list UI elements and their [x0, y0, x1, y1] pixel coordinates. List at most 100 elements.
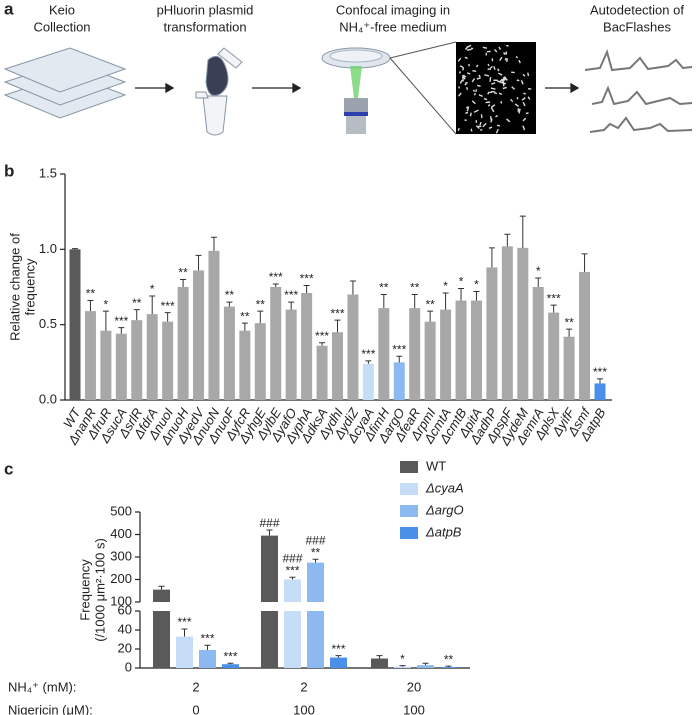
bar [131, 320, 143, 400]
significance: ** [256, 297, 266, 311]
legend-label: WT [426, 458, 446, 473]
bar [594, 383, 606, 400]
significance: * [104, 297, 109, 311]
error-bar [118, 327, 125, 334]
significance: *** [269, 270, 283, 284]
error-bar [227, 662, 234, 665]
significance: ** [311, 545, 321, 559]
error-bar [241, 322, 248, 331]
error-bar [204, 644, 211, 650]
panel-letter: c [4, 459, 13, 478]
y-tick-label: 60 [118, 602, 132, 617]
error-bar [442, 292, 449, 310]
y-tick-label: 0 [125, 659, 132, 674]
bar [223, 306, 235, 400]
legend-swatch [400, 505, 418, 517]
bar [261, 535, 278, 602]
error-bar [581, 253, 588, 272]
step-label: transformation [163, 19, 246, 34]
bar [261, 611, 278, 668]
error-bar [180, 278, 187, 287]
bar [394, 666, 411, 668]
significance: * [536, 264, 541, 278]
condition-value: 100 [293, 702, 315, 715]
panel-letter: a [4, 0, 14, 18]
significance: *** [223, 649, 237, 663]
significance: *** [285, 563, 299, 577]
bar [284, 579, 301, 602]
bar [532, 287, 544, 400]
tube-icon [195, 47, 243, 136]
y-tick-label: 1.0 [39, 241, 57, 256]
bar [455, 300, 467, 400]
significance: *** [547, 291, 561, 305]
bar [208, 250, 220, 400]
y-tick-label: 500 [110, 503, 132, 518]
error-bar [319, 342, 326, 346]
step-label: BacFlashes [603, 19, 671, 34]
error-bar [210, 236, 217, 251]
step-label: Keio [49, 2, 75, 17]
bar [84, 311, 96, 400]
bar [330, 657, 347, 668]
bar [517, 247, 529, 400]
y-axis-label: frequency [22, 258, 37, 316]
error-bar [411, 294, 418, 309]
error-bar [102, 310, 109, 331]
error-bar [272, 283, 279, 287]
bar [285, 309, 297, 400]
y-tick-label: 200 [110, 571, 132, 586]
bar [222, 664, 239, 668]
arrows [135, 82, 580, 94]
bar [307, 562, 324, 602]
bar [563, 336, 575, 400]
y-tick-label: 0.5 [39, 316, 57, 331]
condition-value: 20 [407, 679, 421, 694]
legend-label: ΔcyaA [425, 480, 464, 495]
bar [239, 330, 251, 400]
bar [176, 636, 193, 668]
error-bar [149, 295, 156, 315]
panel-letter: b [4, 161, 14, 180]
significance: *** [114, 314, 128, 328]
error-bar [519, 215, 526, 248]
bar [393, 362, 405, 400]
legend-label: ΔatpB [425, 524, 462, 539]
bar [378, 308, 390, 400]
error-bar [597, 378, 603, 384]
significance: ** [564, 315, 574, 329]
condition-value: 0 [192, 702, 199, 715]
hash-significance: ### [305, 533, 325, 547]
bar [177, 287, 189, 400]
bar [347, 294, 359, 400]
y-tick-label: 300 [110, 548, 132, 563]
significance: *** [593, 365, 607, 379]
significance: *** [331, 642, 345, 656]
significance: *** [200, 631, 214, 645]
significance: *** [330, 306, 344, 320]
y-tick-label: 40 [118, 621, 132, 636]
y-tick-label: 0.0 [39, 391, 57, 406]
legend-swatch [400, 461, 418, 473]
step-label: pHluorin plasmid [157, 2, 254, 17]
plates-icon [3, 47, 127, 119]
condition-value: 100 [403, 702, 425, 715]
step-label: Autodetection of [590, 2, 684, 17]
legend-label: ΔargO [425, 502, 464, 517]
significance: ** [178, 266, 188, 280]
bar [146, 314, 158, 400]
bar [153, 589, 170, 602]
error-bar [380, 294, 387, 309]
condition-value: 2 [300, 679, 307, 694]
error-bar [87, 300, 94, 312]
bar [440, 309, 452, 400]
significance: ** [425, 297, 435, 311]
error-bar [335, 655, 342, 658]
condition-label: Nigericin (μM): [8, 702, 93, 715]
y-axis-label: Relative change of [7, 233, 22, 341]
error-bar [376, 655, 383, 659]
significance: *** [284, 288, 298, 302]
error-bar [133, 309, 140, 321]
error-bar [257, 310, 264, 324]
